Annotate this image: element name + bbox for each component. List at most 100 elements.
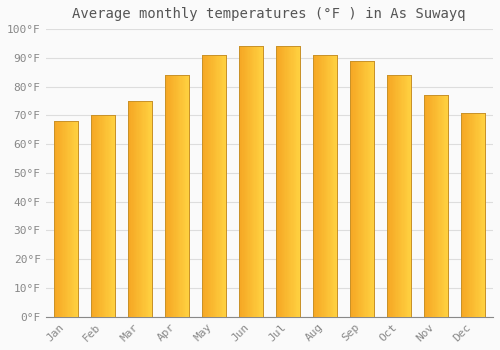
Bar: [128, 101, 129, 317]
Bar: [171, 75, 172, 317]
Bar: [295, 46, 296, 317]
Bar: [224, 55, 226, 317]
Bar: [112, 116, 114, 317]
Bar: [148, 101, 150, 317]
Bar: [424, 95, 448, 317]
Bar: [463, 112, 464, 317]
Bar: [173, 75, 174, 317]
Bar: [284, 46, 286, 317]
Bar: [239, 46, 263, 317]
Bar: [76, 121, 78, 317]
Bar: [257, 46, 258, 317]
Bar: [56, 121, 58, 317]
Bar: [334, 55, 336, 317]
Bar: [430, 95, 431, 317]
Bar: [436, 95, 437, 317]
Bar: [129, 101, 130, 317]
Bar: [276, 46, 277, 317]
Bar: [407, 75, 408, 317]
Bar: [370, 61, 372, 317]
Bar: [394, 75, 395, 317]
Bar: [389, 75, 390, 317]
Bar: [188, 75, 189, 317]
Bar: [178, 75, 180, 317]
Bar: [470, 112, 472, 317]
Bar: [215, 55, 216, 317]
Bar: [92, 116, 94, 317]
Bar: [144, 101, 146, 317]
Bar: [327, 55, 328, 317]
Bar: [262, 46, 263, 317]
Bar: [424, 95, 448, 317]
Bar: [240, 46, 241, 317]
Bar: [110, 116, 112, 317]
Bar: [202, 55, 203, 317]
Bar: [208, 55, 209, 317]
Bar: [278, 46, 280, 317]
Bar: [147, 101, 148, 317]
Bar: [246, 46, 247, 317]
Bar: [326, 55, 327, 317]
Bar: [460, 112, 484, 317]
Bar: [202, 55, 226, 317]
Bar: [186, 75, 188, 317]
Bar: [248, 46, 250, 317]
Bar: [318, 55, 319, 317]
Bar: [289, 46, 290, 317]
Bar: [446, 95, 448, 317]
Bar: [351, 61, 352, 317]
Bar: [218, 55, 220, 317]
Bar: [91, 116, 92, 317]
Bar: [440, 95, 442, 317]
Bar: [256, 46, 257, 317]
Bar: [177, 75, 178, 317]
Bar: [239, 46, 263, 317]
Bar: [480, 112, 481, 317]
Bar: [350, 61, 374, 317]
Bar: [296, 46, 298, 317]
Bar: [203, 55, 204, 317]
Bar: [290, 46, 292, 317]
Bar: [277, 46, 278, 317]
Bar: [406, 75, 407, 317]
Bar: [220, 55, 221, 317]
Bar: [405, 75, 406, 317]
Bar: [366, 61, 368, 317]
Bar: [324, 55, 325, 317]
Bar: [322, 55, 324, 317]
Bar: [408, 75, 410, 317]
Bar: [247, 46, 248, 317]
Bar: [58, 121, 60, 317]
Bar: [165, 75, 189, 317]
Bar: [364, 61, 366, 317]
Bar: [292, 46, 294, 317]
Bar: [64, 121, 66, 317]
Bar: [251, 46, 252, 317]
Bar: [437, 95, 438, 317]
Bar: [460, 112, 462, 317]
Bar: [400, 75, 401, 317]
Bar: [474, 112, 475, 317]
Bar: [222, 55, 224, 317]
Bar: [68, 121, 70, 317]
Bar: [100, 116, 102, 317]
Bar: [410, 75, 411, 317]
Bar: [432, 95, 434, 317]
Bar: [319, 55, 320, 317]
Bar: [468, 112, 469, 317]
Bar: [259, 46, 260, 317]
Bar: [442, 95, 443, 317]
Bar: [72, 121, 73, 317]
Bar: [252, 46, 253, 317]
Bar: [172, 75, 173, 317]
Bar: [386, 75, 411, 317]
Bar: [67, 121, 68, 317]
Bar: [315, 55, 316, 317]
Bar: [469, 112, 470, 317]
Bar: [260, 46, 262, 317]
Bar: [108, 116, 109, 317]
Bar: [404, 75, 405, 317]
Bar: [91, 116, 115, 317]
Bar: [212, 55, 214, 317]
Bar: [438, 95, 440, 317]
